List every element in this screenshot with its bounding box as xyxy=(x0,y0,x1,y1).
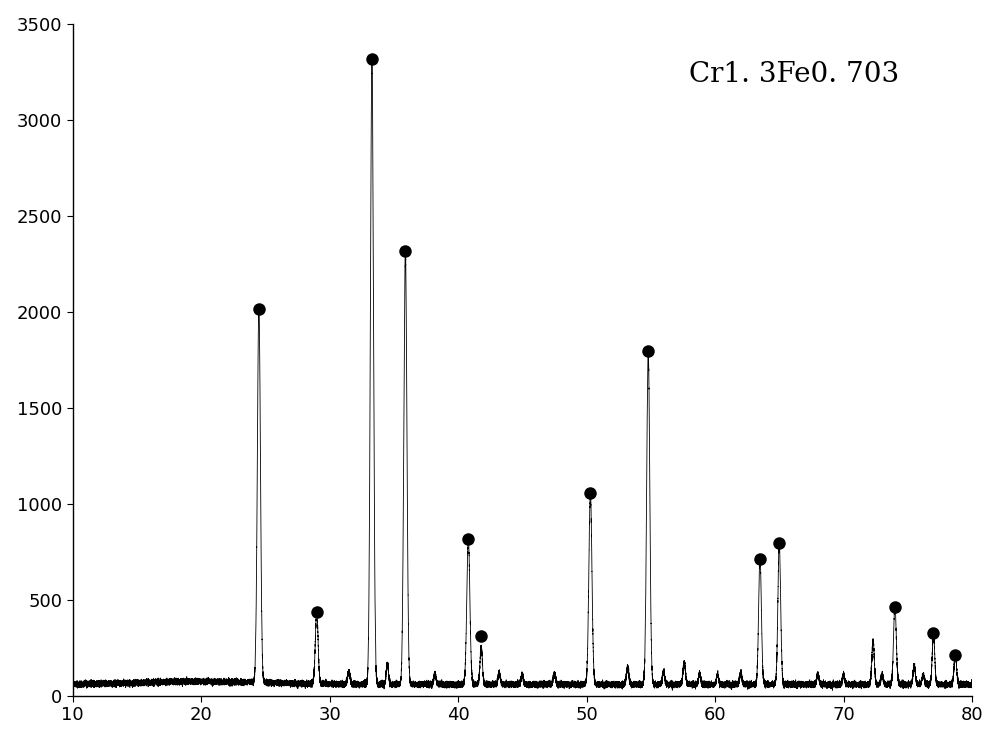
Text: Cr1. 3Fe0. 703: Cr1. 3Fe0. 703 xyxy=(689,61,899,87)
